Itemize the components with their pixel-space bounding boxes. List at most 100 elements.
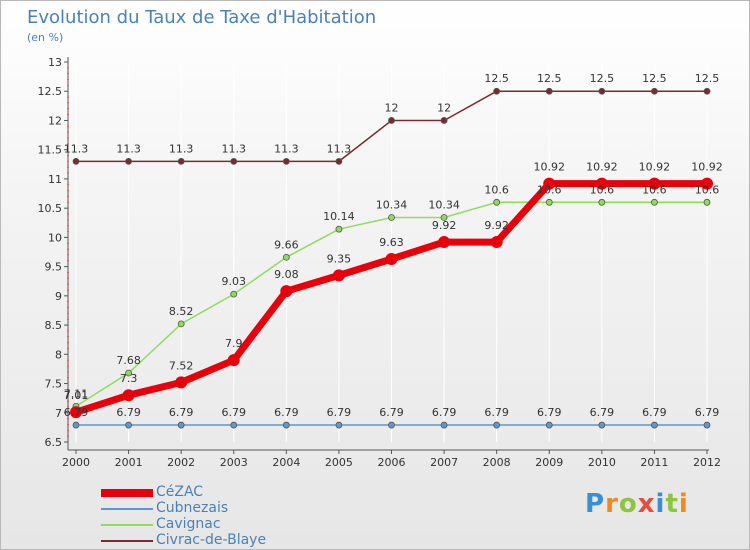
data-label: 10.92 [586,161,618,174]
data-point [230,290,238,298]
data-label: 10.6 [537,183,562,196]
data-label: 10.34 [376,199,408,212]
y-minor-tick [67,242,69,245]
data-point [440,214,448,221]
data-point [490,236,503,249]
legend-swatch-civrac [101,540,153,542]
y-tick-label: 12.5 [38,85,63,98]
y-minor-tick [67,230,69,233]
y-minor-tick [67,347,69,350]
y-tick-label: 7.5 [45,378,63,391]
data-label: 10.6 [484,183,509,196]
data-label: 6.79 [484,406,509,419]
data-point [388,117,395,124]
data-point [598,421,606,429]
data-label: 6.79 [379,406,404,419]
brand-letter: r [605,489,619,519]
legend: CéZAC Cubnezais Cavignac Civrac-de-Blaye [101,484,321,549]
data-point [440,117,448,124]
data-label: 7.9 [225,337,243,350]
data-point [543,177,556,190]
y-minor-tick [67,213,69,215]
y-minor-tick [67,78,69,81]
chart-title: Evolution du Taux de Taxe d'Habitation [27,7,377,28]
data-label: 10.92 [691,161,723,174]
data-point [177,157,185,165]
data-point [70,406,82,419]
data-point [125,157,132,165]
x-tick-label: 2005 [325,456,353,469]
data-point [701,177,713,190]
brand-letter: i [678,489,689,519]
data-point [72,157,80,165]
legend-swatch-cavignac [101,524,153,526]
y-minor-tick [67,107,69,110]
y-minor-tick [67,435,69,438]
data-point [648,177,661,190]
data-label: 6.79 [274,406,299,419]
data-label: 9.08 [274,268,299,281]
data-label: 9.92 [432,219,457,232]
y-minor-tick [67,189,69,192]
brand-letter: o [618,489,638,519]
x-tick-label: 2004 [272,456,300,469]
data-label: 12.5 [484,72,509,85]
data-point [122,389,135,402]
data-point [282,253,290,261]
data-label: 10.92 [534,161,566,174]
chart-subtitle: (en %) [27,31,64,44]
data-point [703,198,711,206]
y-minor-tick [67,318,69,321]
x-tick-label: 2012 [693,456,721,469]
data-point [335,157,343,165]
y-tick-label: 12 [48,114,62,127]
data-label: 12 [385,101,399,114]
y-minor-tick [67,376,69,379]
data-label: 12.5 [537,72,562,85]
data-label: 10.34 [428,199,460,212]
data-label: 6.79 [537,406,562,419]
x-tick-label: 2010 [588,456,616,469]
y-minor-tick [67,154,69,157]
data-point [175,376,188,389]
data-point [493,198,501,206]
y-minor-tick [67,224,69,227]
data-point [493,87,501,95]
data-point [440,421,448,429]
y-minor-tick [67,335,69,338]
data-label: 12.5 [642,72,667,85]
y-minor-tick [67,406,69,408]
legend-item-cubnezais: Cubnezais [101,500,321,517]
data-point [651,198,658,206]
data-point [545,421,553,429]
data-point [388,214,395,221]
y-tick-label: 10.5 [38,202,63,215]
data-label: 7.01 [64,389,89,402]
y-minor-tick [67,400,69,402]
data-point [227,354,240,367]
y-minor-tick [67,137,69,139]
data-point [545,87,553,95]
data-label: 6.79 [222,406,247,419]
data-label: 11.3 [274,142,299,155]
legend-item-cavignac: Cavignac [101,516,321,533]
y-minor-tick [67,259,69,262]
y-minor-tick [67,283,69,286]
data-point [493,421,501,429]
data-label: 6.79 [590,406,615,419]
data-label: 10.6 [695,183,720,196]
data-point [385,253,398,266]
y-tick-label: 6.5 [45,436,63,449]
y-minor-tick [67,277,69,280]
x-tick-label: 2008 [483,456,511,469]
x-tick-label: 2002 [167,456,195,469]
y-minor-tick [67,166,69,169]
data-point [545,198,553,206]
data-point [595,177,608,190]
y-minor-tick [67,72,69,75]
data-label: 12.5 [590,72,615,85]
brand-letter: x [637,489,656,519]
brand-letter: t [665,489,679,519]
data-label: 6.79 [327,406,352,419]
